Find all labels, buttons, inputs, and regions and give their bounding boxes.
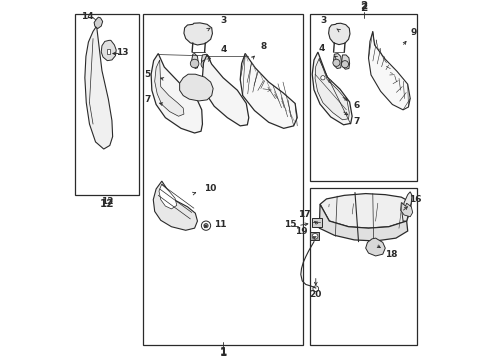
Polygon shape (319, 204, 407, 241)
Polygon shape (368, 31, 409, 110)
Text: 13: 13 (116, 48, 129, 57)
Circle shape (311, 234, 317, 239)
Circle shape (203, 224, 208, 228)
Text: 11: 11 (214, 220, 226, 229)
Text: 15: 15 (284, 220, 296, 229)
Polygon shape (328, 23, 349, 45)
Text: 3: 3 (320, 15, 326, 24)
Circle shape (332, 59, 339, 66)
Circle shape (328, 80, 331, 83)
Text: 1: 1 (219, 348, 226, 358)
Text: 20: 20 (309, 290, 321, 299)
Text: 2: 2 (360, 3, 367, 13)
Text: 18: 18 (384, 250, 397, 259)
Bar (142, 14, 303, 345)
Circle shape (341, 60, 348, 68)
Polygon shape (311, 218, 322, 227)
Polygon shape (341, 55, 349, 69)
Circle shape (312, 286, 318, 292)
Polygon shape (320, 194, 410, 228)
Polygon shape (183, 23, 212, 45)
Bar (310, 14, 416, 181)
Bar (75, 14, 139, 195)
Text: 3: 3 (220, 16, 226, 25)
Polygon shape (400, 202, 412, 217)
Polygon shape (159, 184, 177, 209)
Text: 8: 8 (261, 42, 266, 51)
Text: 2: 2 (360, 1, 367, 12)
Polygon shape (401, 192, 411, 221)
Polygon shape (191, 54, 198, 68)
Circle shape (201, 60, 209, 68)
Polygon shape (153, 181, 197, 230)
Polygon shape (179, 74, 213, 101)
Text: 4: 4 (318, 44, 325, 53)
Polygon shape (310, 233, 319, 240)
Polygon shape (240, 54, 297, 129)
Bar (310, 188, 416, 345)
Text: 14: 14 (81, 12, 94, 21)
Polygon shape (101, 40, 116, 60)
Circle shape (190, 59, 199, 68)
Text: 10: 10 (204, 184, 216, 193)
Text: 9: 9 (410, 28, 416, 37)
Text: 5: 5 (144, 70, 150, 79)
Circle shape (320, 76, 325, 80)
Polygon shape (311, 52, 351, 125)
Text: 17: 17 (298, 211, 310, 220)
Polygon shape (365, 238, 385, 256)
Text: 7: 7 (353, 117, 359, 126)
Text: 6: 6 (353, 101, 359, 110)
Polygon shape (151, 54, 202, 133)
Polygon shape (85, 26, 112, 149)
Polygon shape (202, 55, 248, 126)
Text: 16: 16 (408, 195, 421, 204)
Text: 1: 1 (219, 347, 226, 357)
Text: 19: 19 (295, 227, 307, 236)
Polygon shape (154, 60, 183, 116)
Polygon shape (94, 17, 102, 28)
Polygon shape (314, 58, 348, 120)
Polygon shape (333, 54, 341, 68)
Text: 12: 12 (101, 197, 113, 206)
Polygon shape (201, 54, 210, 69)
Text: 7: 7 (144, 95, 150, 104)
Text: 12: 12 (100, 199, 114, 209)
Circle shape (201, 221, 210, 230)
Polygon shape (107, 49, 110, 54)
Text: 4: 4 (220, 45, 226, 54)
